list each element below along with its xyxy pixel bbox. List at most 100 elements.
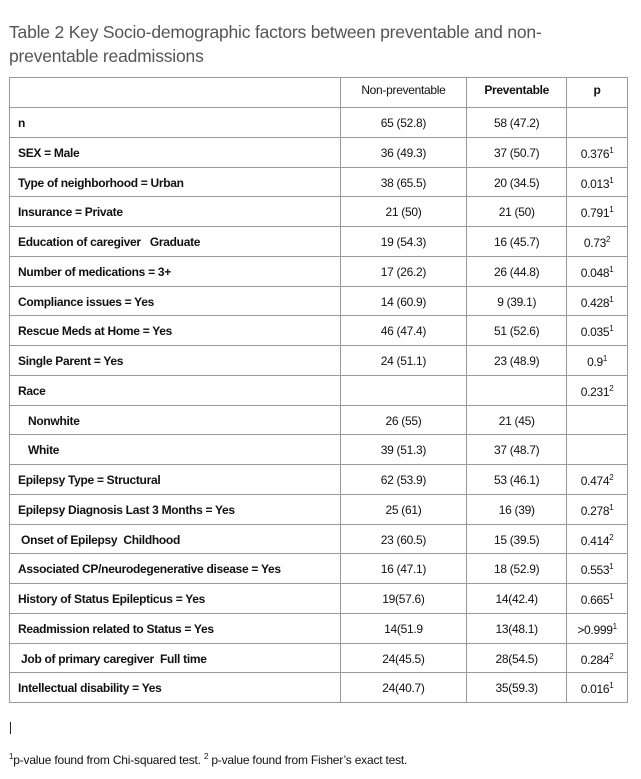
cell-non-preventable: 36 (49.3): [339, 136, 468, 168]
table-row: Type of neighborhood = Urban 38 (65.5) 20 …: [9, 166, 628, 198]
header-non-preventable: Non-preventable: [339, 77, 468, 108]
p-value: >0.999: [577, 622, 613, 637]
p-value: 0.278: [580, 503, 610, 518]
cell-preventable: 28(54.5): [466, 642, 568, 674]
p-value: 0.048: [580, 265, 610, 280]
header-label: [9, 77, 341, 108]
table-row: Race 0.2312: [9, 374, 628, 406]
cell-preventable: 51 (52.6): [466, 315, 568, 346]
cell-preventable: 13(48.1): [466, 612, 568, 644]
cell-non-preventable: 14(51.9: [339, 612, 468, 644]
demographics-table: Non-preventable Preventable p n 65 (52.8)…: [9, 77, 628, 703]
row-label: Readmission related to Status = Yes: [9, 612, 341, 644]
cell-p-value: 0.0131: [566, 166, 628, 198]
footnote: 1p-value found from Chi-squared test. 2 …: [9, 752, 407, 767]
cell-p-value: 0.91: [566, 345, 628, 376]
row-label: Intellectual disability = Yes: [9, 672, 341, 703]
table-row: Nonwhite 26 (55) 21 (45): [9, 404, 628, 436]
cell-non-preventable: 17 (26.2): [339, 255, 468, 287]
table-row: Epilepsy Diagnosis Last 3 Months = Yes 25…: [9, 493, 628, 525]
p-value-footnote-marker: 1: [609, 205, 614, 215]
cell-p-value: 0.4742: [566, 464, 628, 495]
p-value-footnote-marker: 2: [609, 532, 614, 542]
table-row: Intellectual disability = Yes 24(40.7) 35(…: [9, 672, 628, 703]
cell-preventable: 9 (39.1): [466, 285, 568, 317]
p-value-footnote-marker: 1: [609, 145, 614, 155]
p-value-footnote-marker: 1: [612, 621, 617, 631]
cell-p-value: 0.2781: [566, 493, 628, 525]
table-row: Epilepsy Type = Structural 62 (53.9) 53 (4…: [9, 464, 628, 495]
cell-p-value: 0.2312: [566, 374, 628, 406]
cell-preventable: 21 (45): [466, 404, 568, 436]
p-value: 0.474: [580, 474, 610, 488]
cell-preventable: 18 (52.9): [466, 553, 568, 584]
row-label: n: [9, 107, 341, 138]
cell-preventable: 23 (48.9): [466, 345, 568, 376]
table-row: History of Status Epilepticus = Yes 19(57…: [9, 583, 628, 614]
row-label: Education of caregiver Graduate: [9, 226, 341, 257]
cell-p-value: [566, 404, 628, 436]
p-value-footnote-marker: 2: [606, 235, 611, 244]
cell-p-value: 0.0161: [566, 672, 628, 703]
text-cursor: [10, 722, 11, 734]
p-value: 0.016: [580, 682, 610, 697]
row-label: Race: [9, 374, 341, 406]
p-value: 0.013: [580, 176, 610, 191]
p-value-footnote-marker: 1: [602, 354, 608, 363]
cell-non-preventable: 19 (54.3): [339, 226, 468, 257]
row-label: Insurance = Private: [9, 196, 341, 227]
row-label: Associated CP/neurodegenerative disease …: [9, 553, 341, 584]
row-label: Number of medications = 3+: [9, 255, 341, 287]
p-value-footnote-marker: 1: [609, 502, 614, 512]
header-preventable: Preventable: [466, 77, 568, 108]
p-value-footnote-marker: 1: [609, 592, 614, 601]
cell-non-preventable: 19(57.6): [339, 583, 468, 614]
p-value: 0.665: [580, 593, 610, 607]
cell-preventable: 53 (46.1): [466, 464, 568, 495]
footnote-text-2: p-value found from Fisher’s exact test.: [208, 753, 408, 767]
cell-non-preventable: 24(45.5): [339, 642, 468, 674]
cell-preventable: 15 (39.5): [466, 523, 568, 555]
table-row: Insurance = Private 21 (50) 21 (50) 0.7911: [9, 196, 628, 227]
table-row: Onset of Epilepsy Childhood 23 (60.5) 15 (…: [9, 523, 628, 555]
cell-preventable: 21 (50): [466, 196, 568, 227]
p-value-footnote-marker: 1: [609, 294, 614, 304]
cell-preventable: 37 (48.7): [466, 434, 568, 465]
row-label: SEX = Male: [9, 136, 341, 168]
table-row: Readmission related to Status = Yes 14(51…: [9, 612, 628, 644]
cell-non-preventable: 26 (55): [339, 404, 468, 436]
cell-non-preventable: 65 (52.8): [339, 107, 468, 138]
cell-p-value: 0.0351: [566, 315, 628, 346]
p-value: 0.284: [580, 652, 610, 667]
cell-non-preventable: 46 (47.4): [339, 315, 468, 346]
row-label: Epilepsy Type = Structural: [9, 464, 341, 495]
cell-p-value: 0.3761: [566, 136, 628, 168]
table-header-row: Non-preventable Preventable p: [9, 77, 628, 108]
footnote-sup-1: 1: [9, 752, 14, 761]
cell-non-preventable: 21 (50): [339, 196, 468, 227]
cell-p-value: 0.732: [566, 226, 628, 257]
footnote-text-1: p-value found from Chi-squared test.: [13, 753, 204, 767]
cell-p-value: 0.4142: [566, 523, 628, 555]
cell-non-preventable: 39 (51.3): [339, 434, 468, 465]
cell-p-value: 0.2842: [566, 642, 628, 674]
p-value-footnote-marker: 1: [609, 264, 614, 274]
p-value-footnote-marker: 1: [609, 681, 614, 691]
footnote-sup-2: 2: [203, 752, 209, 761]
table-row: Associated CP/neurodegenerative disease …: [9, 553, 628, 584]
cell-non-preventable: 16 (47.1): [339, 553, 468, 584]
row-label: Compliance issues = Yes: [9, 285, 341, 317]
row-label: History of Status Epilepticus = Yes: [9, 583, 341, 614]
cell-p-value: 0.4281: [566, 285, 628, 317]
cell-preventable: 26 (44.8): [466, 255, 568, 287]
cell-non-preventable: 38 (65.5): [339, 166, 468, 198]
cell-p-value: 0.5531: [566, 553, 628, 584]
p-value-footnote-marker: 2: [609, 383, 614, 393]
table-row: n 65 (52.8) 58 (47.2): [9, 107, 628, 138]
table-row: Education of caregiver Graduate 19 (54.3)…: [9, 226, 628, 257]
p-value-footnote-marker: 1: [609, 175, 614, 185]
row-label: White: [9, 434, 341, 465]
cell-preventable: 58 (47.2): [466, 107, 568, 138]
row-label: Rescue Meds at Home = Yes: [9, 315, 341, 346]
row-label: Single Parent = Yes: [9, 345, 341, 376]
